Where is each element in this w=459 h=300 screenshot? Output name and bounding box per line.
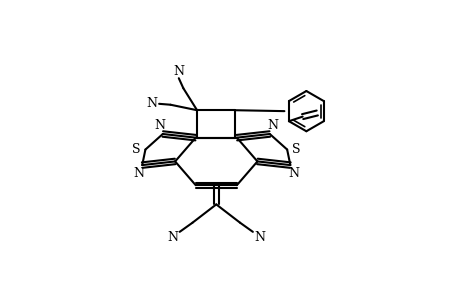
- Text: N: N: [267, 119, 278, 132]
- Text: N: N: [254, 231, 265, 244]
- Text: N: N: [173, 65, 184, 78]
- Text: N: N: [133, 167, 144, 180]
- Text: N: N: [287, 167, 298, 180]
- Text: N: N: [146, 97, 157, 110]
- Text: N: N: [154, 119, 165, 132]
- Text: S: S: [291, 143, 300, 156]
- Text: N: N: [167, 231, 178, 244]
- Text: S: S: [132, 143, 140, 156]
